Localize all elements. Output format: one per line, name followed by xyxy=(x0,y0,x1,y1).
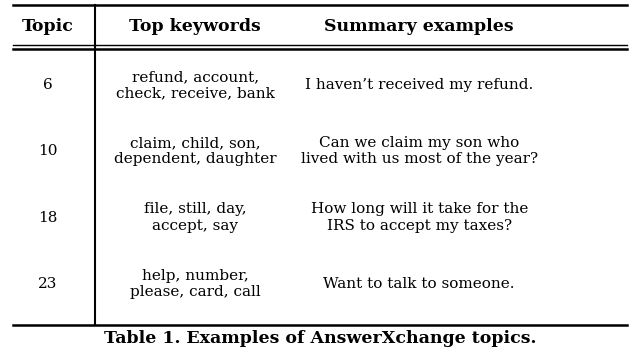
Text: help, number,
please, card, call: help, number, please, card, call xyxy=(130,269,260,299)
Text: refund, account,
check, receive, bank: refund, account, check, receive, bank xyxy=(116,70,275,100)
Text: claim, child, son,
dependent, daughter: claim, child, son, dependent, daughter xyxy=(114,136,276,166)
Text: Want to talk to someone.: Want to talk to someone. xyxy=(323,277,515,291)
Text: file, still, day,
accept, say: file, still, day, accept, say xyxy=(144,203,246,232)
Text: How long will it take for the
IRS to accept my taxes?: How long will it take for the IRS to acc… xyxy=(310,203,528,232)
Text: 23: 23 xyxy=(38,277,58,291)
Text: 18: 18 xyxy=(38,211,58,224)
Text: Table 1. Examples of AnswerXchange topics.: Table 1. Examples of AnswerXchange topic… xyxy=(104,330,536,347)
Text: Summary examples: Summary examples xyxy=(324,18,514,34)
Text: I haven’t received my refund.: I haven’t received my refund. xyxy=(305,78,533,92)
Text: Top keywords: Top keywords xyxy=(129,18,261,34)
Text: 10: 10 xyxy=(38,144,58,158)
Text: Topic: Topic xyxy=(22,18,74,34)
Text: Can we claim my son who
lived with us most of the year?: Can we claim my son who lived with us mo… xyxy=(301,136,538,166)
Text: 6: 6 xyxy=(43,78,53,92)
